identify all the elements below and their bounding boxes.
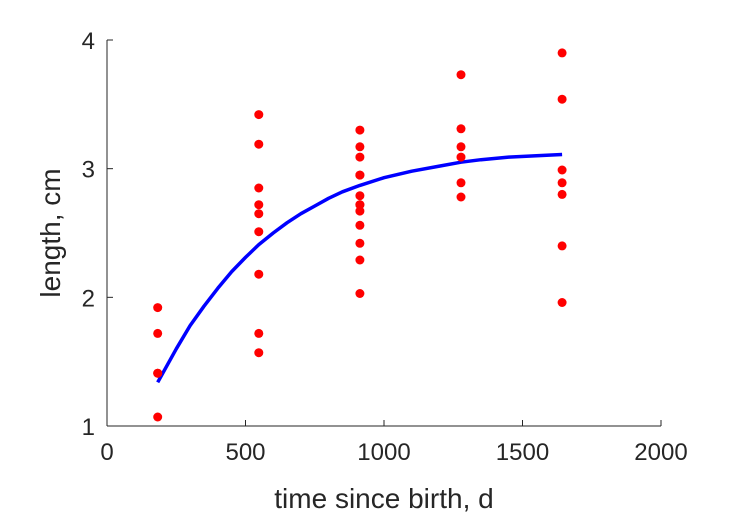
data-point (355, 220, 365, 230)
y-tick-label: 2 (82, 285, 95, 312)
data-point (355, 289, 365, 298)
data-point (355, 200, 365, 210)
data-point (557, 48, 567, 58)
data-point (254, 328, 264, 338)
data-point (456, 192, 466, 202)
y-tick-label: 3 (82, 157, 95, 184)
data-point (254, 269, 264, 279)
data-point (254, 200, 264, 210)
data-point (254, 227, 264, 237)
fit-curve-line (156, 152, 563, 384)
y-tick-label: 4 (82, 28, 95, 55)
data-point (355, 125, 365, 135)
y-axis-label: length, cm (35, 168, 66, 297)
data-point (355, 152, 365, 162)
y-tick-label: 1 (82, 414, 95, 441)
x-tick-label: 1500 (496, 439, 549, 466)
data-point (254, 139, 264, 149)
data-point (557, 178, 567, 188)
data-point (355, 206, 365, 216)
data-point (456, 142, 466, 152)
data-point (557, 94, 567, 104)
x-tick-label: 1000 (357, 439, 410, 466)
data-point (355, 191, 365, 201)
data-point (254, 348, 264, 358)
x-axis-label: time since birth, d (274, 483, 493, 514)
data-point (254, 110, 264, 120)
data-point (456, 70, 466, 80)
axes (106, 40, 661, 427)
data-point (456, 178, 466, 188)
ticks: 0 500 1000 1500 2000 1 2 3 4 (82, 28, 688, 466)
data-points (153, 48, 567, 422)
data-point (456, 124, 466, 134)
data-point (557, 165, 567, 175)
fit-curve-layer (156, 152, 563, 384)
data-point (254, 183, 264, 193)
data-point (153, 412, 163, 422)
data-point (355, 170, 365, 180)
data-point (153, 303, 163, 313)
data-point (456, 152, 466, 162)
data-point (355, 255, 365, 265)
x-tick-label: 500 (225, 439, 265, 466)
x-tick-label: 0 (100, 439, 113, 466)
data-point (153, 328, 163, 338)
x-tick-label: 2000 (634, 439, 687, 466)
data-point (557, 241, 567, 251)
data-point (557, 189, 567, 199)
data-point (153, 368, 163, 378)
data-point (254, 209, 264, 219)
data-point (557, 298, 567, 307)
data-point (355, 142, 365, 152)
data-point (355, 238, 365, 248)
